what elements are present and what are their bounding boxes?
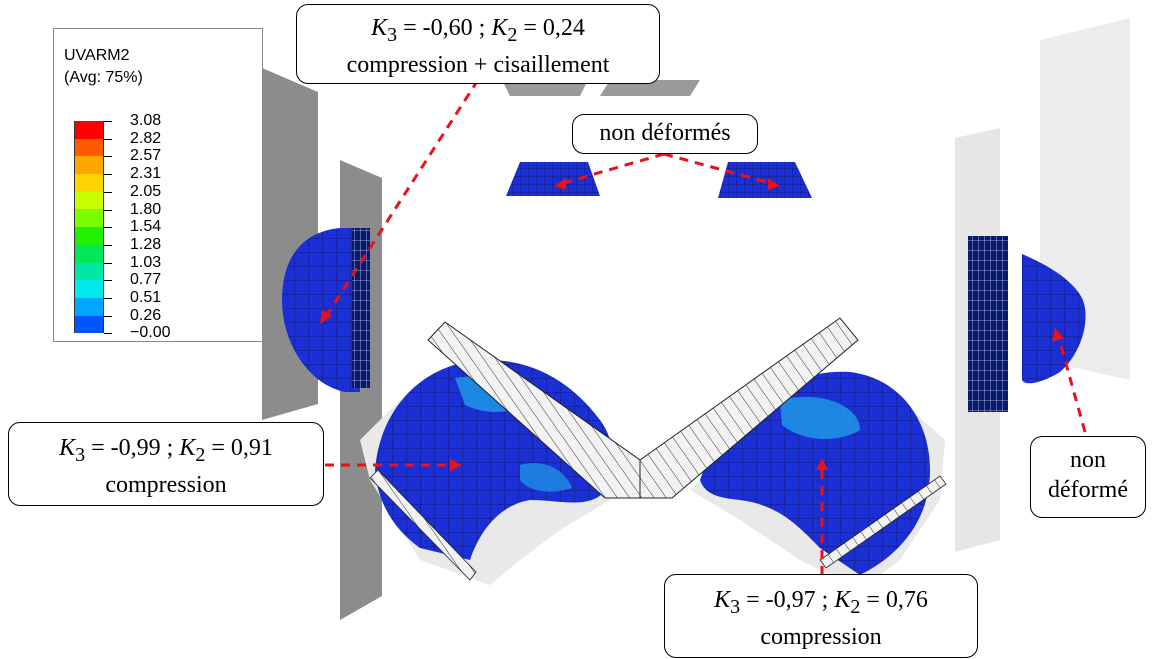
callout-bottom-line2: compression <box>760 623 882 650</box>
callout-left-line2: compression <box>105 471 227 498</box>
legend-level-label: 2.82 <box>130 129 162 147</box>
callout-left: K3 = -0,99 ; K2 = 0,91 compression <box>8 422 324 506</box>
legend-level-label: 1.54 <box>130 218 162 236</box>
legend-tick <box>104 156 112 158</box>
callout-left-line1: K3 = -0,99 ; K2 = 0,91 <box>59 435 273 466</box>
legend-tick <box>104 262 112 264</box>
left-bulge-mesh <box>282 228 360 392</box>
legend-level-label: −0.00 <box>130 324 171 342</box>
legend-level-label: 0.26 <box>130 306 162 324</box>
arrow-nondeformes-left <box>559 152 665 186</box>
legend-swatch <box>74 191 104 210</box>
arrow-right-callout <box>1056 334 1087 433</box>
legend-level-label: 2.31 <box>130 165 162 183</box>
legend-level-label: 1.80 <box>130 200 162 218</box>
callout-right-line1: non <box>1070 447 1106 473</box>
plate-top-right <box>600 80 700 96</box>
legend-tick <box>104 174 112 176</box>
legend-tick <box>104 315 112 317</box>
legend-level-label: 2.05 <box>130 182 162 200</box>
left-bottom-strip <box>369 469 477 581</box>
legend-level-label: 3.08 <box>130 112 162 129</box>
legend-swatch <box>74 280 104 298</box>
legend-tick <box>104 333 112 335</box>
callout-right: non déformé <box>1030 436 1146 518</box>
callout-top: K3 = -0,60 ; K2 = 0,24 compression + cis… <box>296 4 660 84</box>
legend-tick <box>104 121 112 122</box>
legend-swatch <box>74 121 104 139</box>
callout-bottom-line1: K3 = -0,97 ; K2 = 0,76 <box>714 587 928 618</box>
legend-level-label: 2.57 <box>130 147 162 165</box>
left-block-highlight-2 <box>520 462 572 492</box>
arrow-heads <box>320 178 1064 471</box>
right-bulge-mesh <box>1022 254 1086 384</box>
legend-swatches <box>74 121 104 334</box>
legend-swatch <box>74 315 104 334</box>
legend-level-label: 0.51 <box>130 289 162 306</box>
legend-swatch <box>74 156 104 175</box>
right-bottom-strip <box>819 475 947 569</box>
annotation-arrows <box>323 79 1087 575</box>
legend-swatch <box>74 244 104 263</box>
legend-swatch <box>74 297 104 316</box>
legend-tick <box>104 280 112 282</box>
legend-tick <box>104 138 112 140</box>
right-slot <box>968 236 1008 412</box>
legend-swatch <box>74 174 104 192</box>
v-plate-right <box>639 317 859 499</box>
legend-level-label: 1.03 <box>130 253 162 271</box>
callout-bottom: K3 = -0,97 ; K2 = 0,76 compression <box>664 574 978 658</box>
legend-tick <box>104 209 112 211</box>
top-mesh-left <box>506 162 600 196</box>
color-legend: UVARM2 (Avg: 75%) 3.08 2.82 2.57 2.31 2.05 1.… <box>53 28 263 342</box>
callout-top-line1: K3 = -0,60 ; K2 = 0,24 <box>371 15 585 46</box>
legend-tick <box>104 298 112 299</box>
legend-swatch <box>74 262 104 281</box>
left-slot <box>352 228 370 388</box>
callout-non-deformes: non déformés <box>572 114 758 154</box>
legend-variable: UVARM2 <box>64 47 130 64</box>
legend-tick <box>104 244 112 246</box>
legend-averaging: (Avg: 75%) <box>64 69 143 86</box>
legend-swatch <box>74 138 104 157</box>
callout-top-line2: compression + cisaillement <box>346 51 610 78</box>
legend-level-label: 0.77 <box>130 271 162 289</box>
legend-tick <box>104 191 112 193</box>
legend-tick <box>104 227 112 229</box>
arrow-nondeformes-right <box>663 152 775 186</box>
legend-level-label: 1.28 <box>130 235 162 253</box>
legend-swatch <box>74 209 104 228</box>
legend-swatch <box>74 227 104 245</box>
right-block-highlight <box>780 396 860 440</box>
callout-right-line2: déformé <box>1048 477 1128 503</box>
